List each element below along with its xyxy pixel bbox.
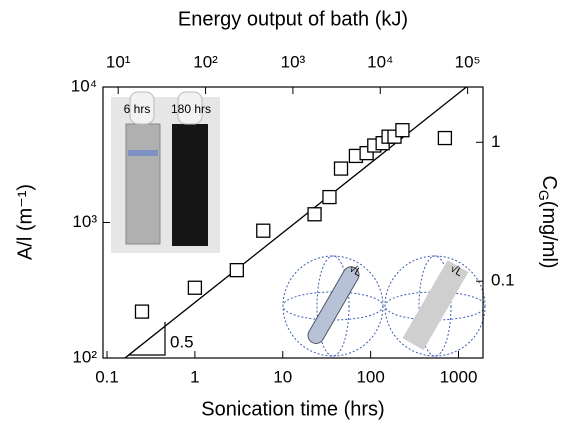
y2-symbol: C bbox=[538, 175, 560, 189]
x2-tick-label: 10¹ bbox=[106, 52, 131, 71]
y-tick-label: 10⁴ bbox=[71, 76, 97, 95]
data-point bbox=[134, 304, 150, 319]
y2-tick-label: 0.1 bbox=[491, 271, 515, 290]
data-point bbox=[437, 130, 453, 146]
data-point bbox=[307, 207, 322, 222]
x-tick-label: 1 bbox=[190, 367, 199, 386]
x2-tick-label: 10⁵ bbox=[455, 52, 481, 71]
x2-tick-label: 10² bbox=[193, 52, 218, 71]
sphere-diagram bbox=[282, 255, 486, 357]
y-tick-label: 10² bbox=[72, 347, 97, 366]
sphere-label: √L bbox=[448, 263, 465, 279]
y2-subscript: G bbox=[536, 190, 552, 201]
x2-tick-label: 10³ bbox=[281, 52, 306, 71]
y2-tick-label: 1 bbox=[491, 132, 500, 151]
x-tick-label: 0.1 bbox=[95, 367, 119, 386]
x2-tick-label: 10⁴ bbox=[367, 52, 393, 71]
x2-axis-title: Energy output of bath (kJ) bbox=[178, 8, 408, 30]
inset-label: 6 hrs bbox=[124, 102, 151, 116]
inset-photo bbox=[111, 91, 220, 253]
y-axis-title: A/l (m⁻¹) bbox=[14, 184, 36, 260]
x-tick-label: 100 bbox=[356, 367, 384, 386]
slope-triangle bbox=[128, 322, 166, 356]
sphere-label: √L bbox=[347, 263, 364, 279]
y2-unit: (mg/ml) bbox=[538, 201, 560, 269]
data-point bbox=[256, 223, 271, 238]
x-tick-label: 1000 bbox=[440, 367, 478, 386]
data-point bbox=[322, 189, 337, 205]
x-axis-title: Sonication time (hrs) bbox=[201, 398, 384, 420]
slope-label: 0.5 bbox=[170, 332, 194, 351]
y-tick-label: 10³ bbox=[72, 212, 97, 231]
data-point bbox=[187, 280, 203, 295]
x-tick-label: 10 bbox=[273, 367, 292, 386]
data-point bbox=[395, 123, 410, 138]
data-point bbox=[333, 161, 349, 176]
inset-label: 180 hrs bbox=[171, 102, 211, 116]
y2-axis-title: CG(mg/ml) bbox=[536, 175, 559, 268]
data-point bbox=[229, 262, 244, 278]
